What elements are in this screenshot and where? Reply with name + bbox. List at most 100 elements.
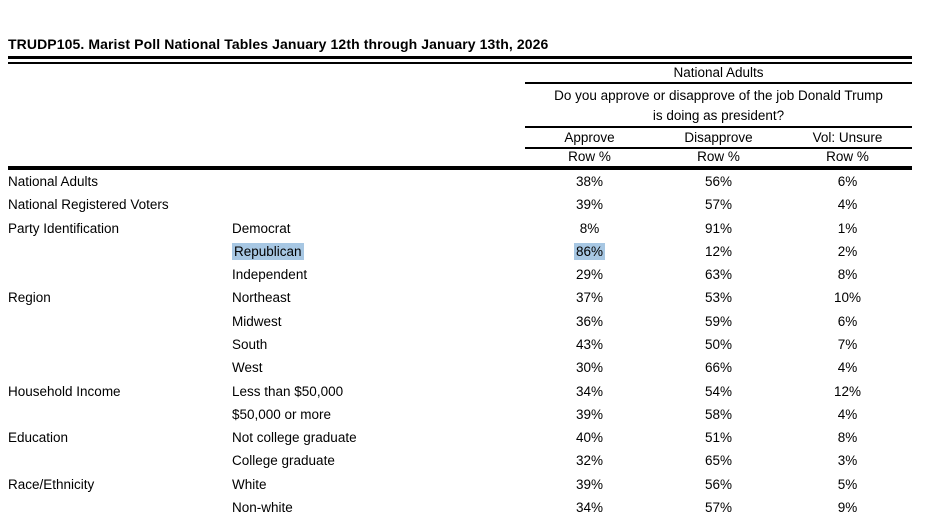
table-row: South 43% 50% 7% xyxy=(8,333,912,356)
cell-text: 43% xyxy=(575,336,604,352)
cell-text: 6% xyxy=(837,313,858,329)
column-header-disapprove: Disapprove xyxy=(684,130,753,145)
page-title: TRUDP105. Marist Poll National Tables Ja… xyxy=(8,36,549,52)
approve-cell: 37% xyxy=(525,290,654,305)
group-cell: Race/Ethnicity xyxy=(8,477,232,492)
table-row: Race/Ethnicity White 39% 56% 5% xyxy=(8,472,912,495)
table-row: Republican 86% 12% 2% xyxy=(8,240,912,263)
cell-text: Democrat xyxy=(232,220,291,236)
cell-text: 56% xyxy=(704,174,733,190)
cell-text: 30% xyxy=(575,360,604,376)
cell-text: 12% xyxy=(704,243,733,259)
table-row: National Adults 38% 56% 6% xyxy=(8,170,912,193)
selection-highlight: 86% xyxy=(573,242,606,260)
cell-text: 4% xyxy=(837,360,858,376)
cell-text: Non-white xyxy=(232,499,293,515)
cell-text: 8% xyxy=(837,267,858,283)
approve-cell: 34% xyxy=(525,384,654,399)
disapprove-cell: 51% xyxy=(654,430,783,445)
category-cell: Independent xyxy=(232,267,525,282)
approve-cell: 39% xyxy=(525,477,654,492)
column-header-unsure: Vol: Unsure xyxy=(812,130,883,145)
unsure-cell: 8% xyxy=(783,430,912,445)
cell-text: 9% xyxy=(837,499,858,515)
title-divider xyxy=(8,56,912,64)
cell-text: 4% xyxy=(837,197,858,213)
column-header-approve: Approve xyxy=(564,130,615,145)
header-data-columns: National Adults Do you approve or disapp… xyxy=(525,64,912,166)
disapprove-cell: 65% xyxy=(654,453,783,468)
unsure-cell: 3% xyxy=(783,453,912,468)
unsure-cell: 1% xyxy=(783,221,912,236)
disapprove-cell: 57% xyxy=(654,500,783,515)
cell-text: Midwest xyxy=(232,313,282,329)
group-cell: Education xyxy=(8,430,232,445)
table-row: Region Northeast 37% 53% 10% xyxy=(8,286,912,309)
cell-text: 1% xyxy=(837,220,858,236)
category-cell: West xyxy=(232,360,525,375)
unit-row: Row % Row % Row % xyxy=(525,149,912,166)
cell-text: 59% xyxy=(704,313,733,329)
cell-text: Race/Ethnicity xyxy=(8,476,95,492)
disapprove-cell: 12% xyxy=(654,244,783,259)
cell-text: 37% xyxy=(575,290,604,306)
approve-cell: 29% xyxy=(525,267,654,282)
cell-text: West xyxy=(232,360,263,376)
cell-text: Education xyxy=(8,430,69,446)
category-cell: $50,000 or more xyxy=(232,407,525,422)
table-row: Non-white 34% 57% 9% xyxy=(8,496,912,517)
unsure-cell: 9% xyxy=(783,500,912,515)
selection-highlight: Republican xyxy=(232,242,304,260)
table-row: College graduate 32% 65% 3% xyxy=(8,449,912,472)
unsure-cell: 12% xyxy=(783,384,912,399)
unit-label-approve: Row % xyxy=(568,149,611,164)
approve-cell: 39% xyxy=(525,197,654,212)
cell-text: 39% xyxy=(575,406,604,422)
unsure-cell: 6% xyxy=(783,314,912,329)
cell-text: 53% xyxy=(704,290,733,306)
table-row: Midwest 36% 59% 6% xyxy=(8,310,912,333)
cell-text: Region xyxy=(8,290,51,306)
table-row: National Registered Voters 39% 57% 4% xyxy=(8,193,912,216)
category-cell: Democrat xyxy=(232,221,525,236)
cell-text: 32% xyxy=(575,453,604,469)
approve-cell: 86% xyxy=(525,242,654,260)
cell-text: 7% xyxy=(837,336,858,352)
cell-text: White xyxy=(232,476,267,492)
header-body-divider xyxy=(8,166,912,170)
cell-text: 91% xyxy=(704,220,733,236)
unsure-cell: 5% xyxy=(783,477,912,492)
cell-text: 39% xyxy=(575,197,604,213)
approve-cell: 40% xyxy=(525,430,654,445)
cell-text: Northeast xyxy=(232,290,291,306)
category-cell: Non-white xyxy=(232,500,525,515)
unsure-cell: 4% xyxy=(783,407,912,422)
cell-text: 66% xyxy=(704,360,733,376)
cell-text: College graduate xyxy=(232,453,335,469)
cell-text: 2% xyxy=(837,243,858,259)
cell-text: 8% xyxy=(579,220,600,236)
group-cell: Party Identification xyxy=(8,221,232,236)
cell-text: 63% xyxy=(704,267,733,283)
poll-document: TRUDP105. Marist Poll National Tables Ja… xyxy=(8,0,912,517)
disapprove-cell: 63% xyxy=(654,267,783,282)
cell-text: 3% xyxy=(837,453,858,469)
disapprove-cell: 66% xyxy=(654,360,783,375)
unit-label-unsure: Row % xyxy=(826,149,869,164)
cell-text: 65% xyxy=(704,453,733,469)
group-cell: National Registered Voters xyxy=(8,197,232,212)
cell-text: 58% xyxy=(704,406,733,422)
category-cell: Republican xyxy=(232,242,525,260)
cell-text: 10% xyxy=(833,290,862,306)
unsure-cell: 7% xyxy=(783,337,912,352)
approve-cell: 32% xyxy=(525,453,654,468)
approve-cell: 34% xyxy=(525,500,654,515)
cell-text: National Registered Voters xyxy=(8,197,169,213)
approve-cell: 39% xyxy=(525,407,654,422)
cell-text: Not college graduate xyxy=(232,430,357,446)
cell-text: 4% xyxy=(837,406,858,422)
disapprove-cell: 91% xyxy=(654,221,783,236)
disapprove-cell: 58% xyxy=(654,407,783,422)
disapprove-cell: 59% xyxy=(654,314,783,329)
category-cell: Less than $50,000 xyxy=(232,384,525,399)
